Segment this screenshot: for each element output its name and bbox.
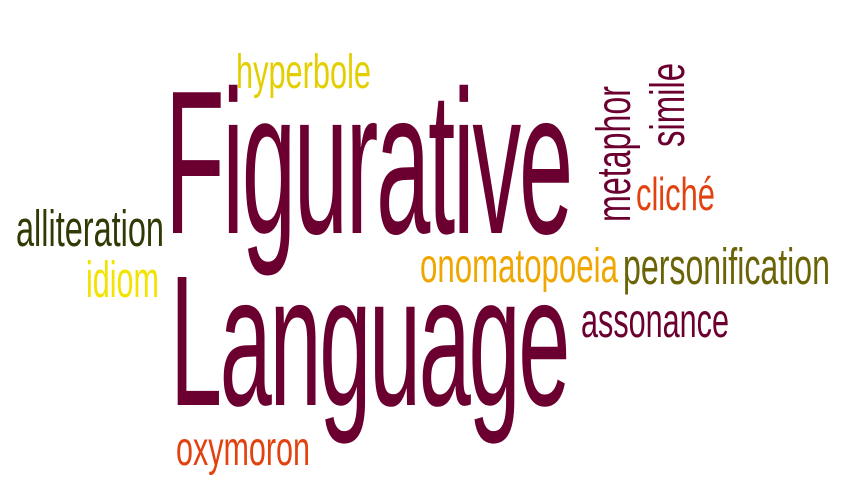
word-hyperbole: hyperbole — [236, 45, 371, 100]
word-metaphor: metaphor — [587, 86, 642, 222]
word-onomatopoeia: onomatopoeia — [420, 239, 618, 294]
word-simile: simile — [641, 63, 696, 147]
word-alliteration: alliteration — [16, 199, 164, 257]
word-language: Language — [170, 237, 568, 445]
word-personification: personification — [623, 237, 830, 295]
word-idiom: idiom — [86, 250, 159, 308]
word-cliche: cliché — [636, 168, 715, 220]
word-figurative: Figurative — [165, 49, 571, 277]
word-oxymoron: oxymoron — [176, 422, 310, 477]
word-assonance: assonance — [581, 294, 729, 349]
